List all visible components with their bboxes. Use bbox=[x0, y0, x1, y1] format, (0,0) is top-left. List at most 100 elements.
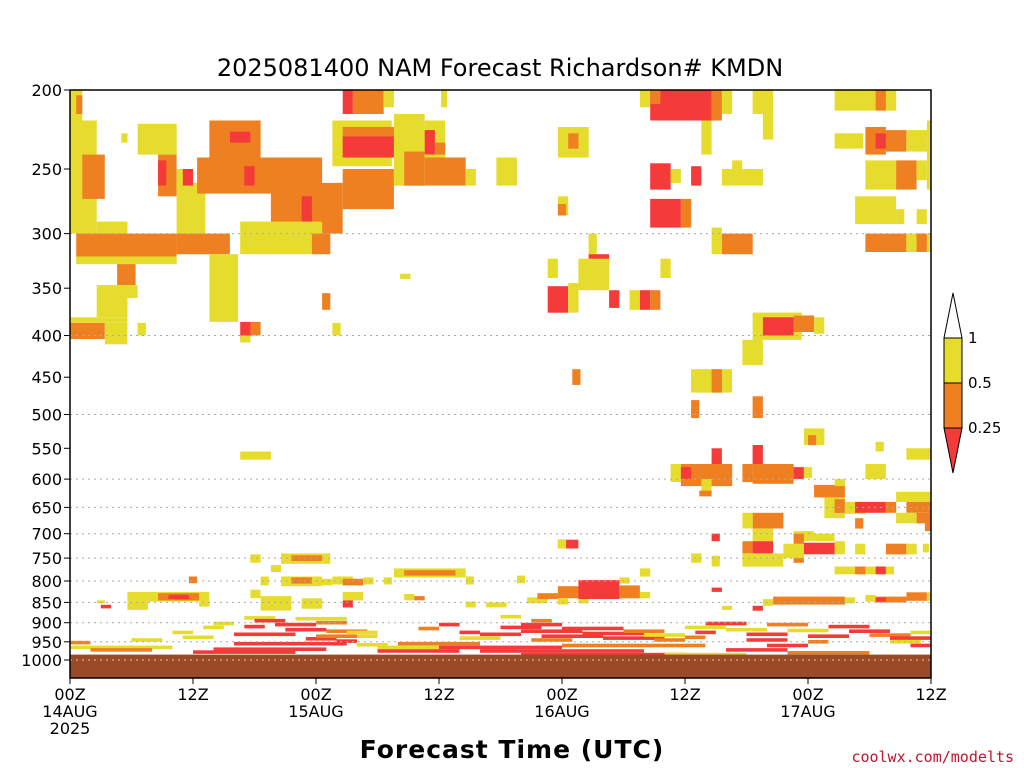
y-tick-label: 400 bbox=[31, 327, 62, 346]
heatmap-cell bbox=[711, 448, 722, 464]
heatmap-streak bbox=[541, 634, 603, 638]
y-tick-label: 950 bbox=[31, 633, 62, 652]
heatmap-streak bbox=[285, 627, 327, 632]
heatmap-cell bbox=[557, 539, 567, 549]
heatmap-cell bbox=[465, 169, 476, 186]
heatmap-cell bbox=[670, 169, 681, 183]
heatmap-streak bbox=[357, 643, 388, 647]
heatmap-cell bbox=[188, 576, 198, 584]
heatmap-cell bbox=[182, 169, 194, 186]
heatmap-streak bbox=[828, 624, 870, 629]
heatmap-cell bbox=[752, 445, 763, 464]
heatmap-streak bbox=[244, 624, 265, 629]
heatmap-cell bbox=[240, 321, 251, 339]
legend: 1 0.5 0.25 bbox=[943, 292, 1001, 474]
heatmap-cell bbox=[137, 123, 177, 155]
heatmap-cell bbox=[855, 501, 886, 513]
heatmap-cell bbox=[650, 90, 661, 104]
heatmap-streak bbox=[70, 645, 173, 650]
heatmap-cell bbox=[926, 592, 931, 601]
heatmap-cell bbox=[260, 596, 292, 611]
heatmap-cell bbox=[834, 499, 845, 513]
y-tick-label: 1000 bbox=[21, 651, 62, 670]
ground-layer bbox=[70, 654, 931, 678]
heatmap-streak bbox=[244, 616, 276, 620]
heatmap-cell bbox=[752, 541, 774, 554]
heatmap-cell bbox=[865, 594, 876, 602]
heatmap-cell bbox=[311, 233, 331, 255]
legend-swatch-above-1 bbox=[943, 292, 963, 339]
heatmap-cell bbox=[855, 196, 897, 224]
heatmap-cell bbox=[793, 467, 804, 480]
heatmap-streak bbox=[531, 618, 552, 623]
heatmap-streak bbox=[275, 622, 316, 627]
heatmap-cell bbox=[711, 587, 722, 592]
heatmap-streak bbox=[808, 634, 849, 638]
heatmap-streak bbox=[480, 632, 521, 637]
heatmap-streak bbox=[890, 636, 931, 640]
heatmap-cell bbox=[875, 597, 886, 602]
heatmap-streak bbox=[295, 616, 347, 621]
heatmap-cell bbox=[752, 464, 794, 484]
y-tick-label: 700 bbox=[31, 525, 62, 544]
x-tick-label: 00Z bbox=[546, 685, 577, 704]
heatmap-cell bbox=[342, 591, 364, 601]
heatmap-cell bbox=[803, 467, 813, 478]
heatmap-cell bbox=[404, 570, 456, 576]
legend-label: 0.25 bbox=[968, 419, 1001, 437]
heatmap-cell bbox=[650, 163, 671, 190]
y-tick-label: 600 bbox=[31, 470, 62, 489]
heatmap-cell bbox=[926, 120, 931, 190]
heatmap-cell bbox=[670, 464, 681, 482]
heatmap-streak bbox=[439, 622, 460, 627]
heatmap-cell bbox=[137, 322, 146, 336]
heatmap-cell bbox=[680, 467, 692, 480]
heatmap-cell bbox=[250, 321, 261, 336]
heatmap-dashes bbox=[70, 604, 931, 657]
heatmap-cell bbox=[906, 130, 927, 152]
heatmap-cell bbox=[629, 290, 640, 310]
heatmap-cell bbox=[742, 553, 784, 567]
heatmap-cell bbox=[896, 209, 905, 225]
heatmap-cell bbox=[82, 154, 105, 199]
heatmap-streak bbox=[623, 629, 665, 633]
heatmap-cell bbox=[229, 131, 251, 143]
heatmap-cell bbox=[885, 90, 897, 111]
heatmap-cell bbox=[250, 589, 261, 599]
x-tick-label: 2025 bbox=[50, 719, 91, 738]
heatmap-streak bbox=[213, 621, 234, 626]
heatmap-streak bbox=[254, 618, 286, 623]
heatmap-cell bbox=[639, 568, 651, 577]
heatmap-cell bbox=[855, 543, 866, 555]
heatmap-cell bbox=[885, 501, 897, 513]
heatmap-streak bbox=[685, 635, 706, 640]
heatmap-streak bbox=[726, 627, 767, 632]
heatmap-cell bbox=[752, 512, 784, 529]
heatmap-streak bbox=[459, 630, 480, 635]
heatmap-cell bbox=[650, 198, 681, 228]
heatmap-cell bbox=[875, 90, 886, 111]
heatmap-cell bbox=[793, 315, 815, 332]
heatmap-cell bbox=[752, 605, 763, 611]
heatmap-cell bbox=[121, 133, 128, 143]
heatmap-cell bbox=[557, 204, 567, 216]
heatmap-cell bbox=[924, 523, 931, 532]
heatmap-streak bbox=[808, 640, 829, 644]
legend-swatch-below-0.25 bbox=[943, 427, 963, 474]
heatmap-streak bbox=[644, 633, 685, 637]
heatmap-streak bbox=[357, 634, 378, 638]
heatmap-cell bbox=[383, 577, 392, 585]
y-tick-label: 300 bbox=[31, 225, 62, 244]
heatmap-streak bbox=[418, 626, 439, 631]
heatmap-cell bbox=[527, 597, 548, 604]
heatmap-streak bbox=[316, 634, 357, 638]
heatmap-cell bbox=[547, 286, 569, 313]
heatmap-cell bbox=[639, 591, 651, 599]
heatmap-cell bbox=[578, 580, 620, 600]
heatmap-cell bbox=[176, 169, 187, 234]
heatmap-cell bbox=[691, 166, 702, 186]
heatmap-cell bbox=[424, 130, 435, 155]
legend-swatch-0.25-0.5 bbox=[943, 382, 963, 429]
heatmap-cell bbox=[572, 369, 581, 385]
